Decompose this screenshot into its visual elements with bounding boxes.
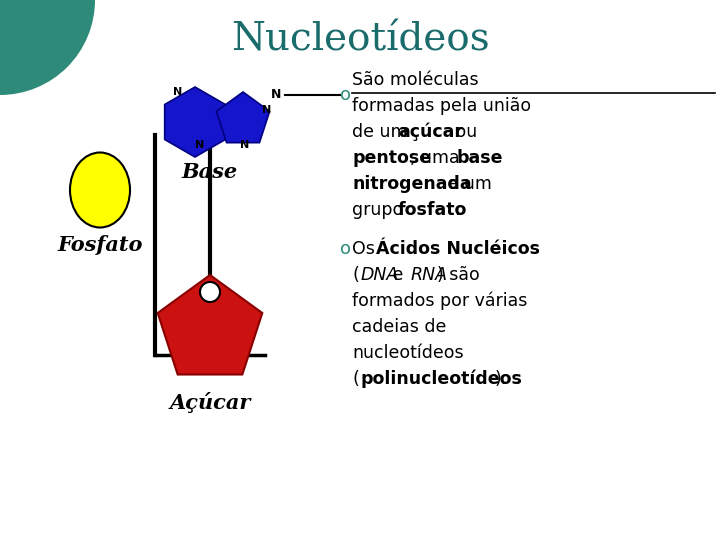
Text: pentose: pentose (352, 149, 431, 167)
Text: e um: e um (442, 175, 492, 193)
Text: N: N (174, 87, 183, 97)
Text: RNA: RNA (411, 266, 448, 284)
Text: Nucleotídeos: Nucleotídeos (230, 22, 490, 58)
Wedge shape (0, 0, 95, 95)
Text: de um: de um (352, 123, 413, 141)
Text: cadeias de: cadeias de (352, 318, 446, 336)
Polygon shape (158, 275, 262, 375)
Text: .: . (454, 201, 459, 219)
Text: o: o (340, 240, 351, 258)
Text: o: o (340, 86, 351, 104)
Text: (: ( (352, 266, 359, 284)
Text: nitrogenada: nitrogenada (352, 175, 472, 193)
Text: Ácidos Nucléicos: Ácidos Nucléicos (376, 240, 540, 258)
Text: , uma: , uma (410, 149, 465, 167)
Polygon shape (217, 92, 269, 143)
Text: Base: Base (182, 162, 238, 182)
Text: base: base (456, 149, 503, 167)
Circle shape (200, 282, 220, 302)
Text: Fosfato: Fosfato (58, 235, 143, 255)
Text: fosfato: fosfato (398, 201, 467, 219)
Ellipse shape (70, 152, 130, 227)
Text: São moléculas: São moléculas (352, 71, 479, 89)
Text: (: ( (352, 370, 359, 388)
Text: açúcar: açúcar (398, 123, 463, 141)
Text: DNA: DNA (361, 266, 400, 284)
Text: grupo: grupo (352, 201, 409, 219)
Text: N: N (240, 140, 250, 150)
Text: Os: Os (352, 240, 380, 258)
Text: e: e (387, 266, 409, 284)
Text: nucleotídeos: nucleotídeos (352, 344, 464, 362)
Polygon shape (165, 87, 225, 157)
Text: formados por várias: formados por várias (352, 292, 527, 310)
Text: N: N (195, 140, 204, 150)
Text: N: N (262, 105, 271, 115)
Text: N: N (271, 89, 282, 102)
Text: polinucleotídeos: polinucleotídeos (361, 370, 523, 388)
Text: Açúcar: Açúcar (169, 392, 251, 413)
Text: ).: ). (495, 370, 508, 388)
Text: formadas pela união: formadas pela união (352, 97, 531, 115)
Text: ) são: ) são (437, 266, 480, 284)
Text: ou: ou (450, 123, 477, 141)
